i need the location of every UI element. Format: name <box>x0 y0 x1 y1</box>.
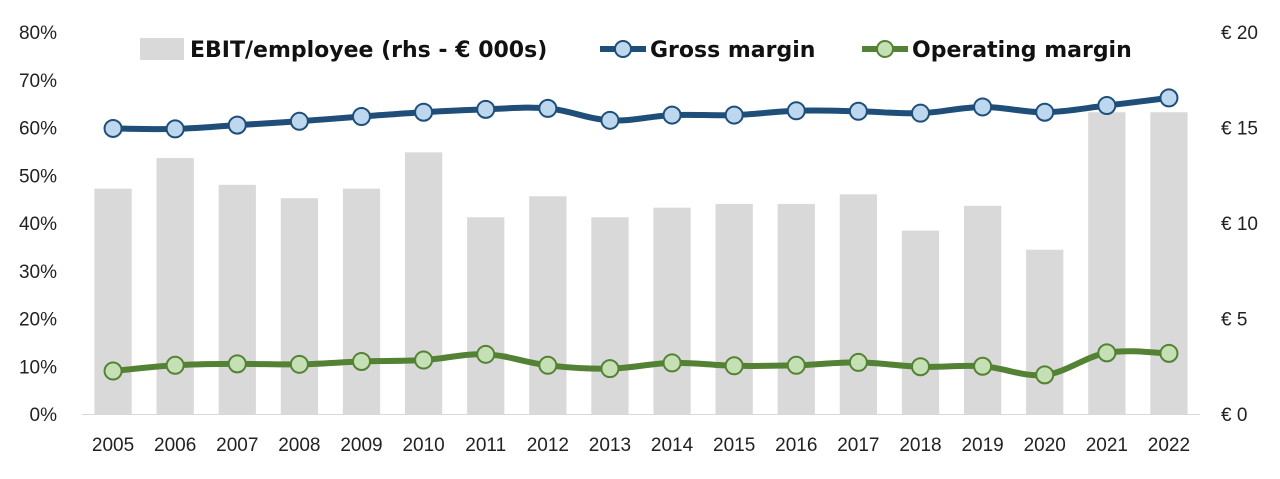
point-operating-margin-2006 <box>165 355 185 375</box>
point-gross-margin-2014 <box>662 105 682 125</box>
x-tick-label: 2011 <box>465 435 506 456</box>
x-tick-label: 2017 <box>837 435 879 456</box>
point-gross-margin-2019 <box>973 97 993 117</box>
point-operating-margin-2017 <box>848 352 868 372</box>
point-gross-margin-2012 <box>538 98 558 118</box>
x-tick-label: 2015 <box>713 435 755 456</box>
x-tick-label: 2014 <box>651 435 694 456</box>
point-gross-margin-2021 <box>1097 96 1117 116</box>
bar-ebit-2015 <box>715 203 753 414</box>
y-left-tick-label: 40% <box>19 214 57 235</box>
point-operating-margin-2016 <box>786 355 806 375</box>
x-tick-label: 2012 <box>527 435 569 456</box>
point-gross-margin-2015 <box>724 105 744 125</box>
bars-layer <box>94 112 1188 414</box>
legend: EBIT/employee (rhs - € 000s) Gross margi… <box>140 38 1132 63</box>
point-gross-margin-2016 <box>786 101 806 121</box>
point-gross-margin-2013 <box>600 110 620 130</box>
x-tick-label: 2008 <box>278 435 320 456</box>
point-operating-margin-2014 <box>662 353 682 373</box>
point-operating-margin-2007 <box>227 354 247 374</box>
y-left-tick-label: 30% <box>19 262 57 283</box>
bar-ebit-2021 <box>1088 112 1126 414</box>
point-operating-margin-2022 <box>1159 343 1179 363</box>
bar-ebit-2009 <box>342 188 381 414</box>
bar-ebit-2016 <box>777 203 815 414</box>
point-gross-margin-2017 <box>848 101 868 121</box>
point-operating-margin-2021 <box>1097 343 1117 363</box>
y-left-tick-label: 70% <box>19 71 57 92</box>
point-operating-margin-2008 <box>289 354 309 374</box>
point-operating-margin-2009 <box>352 351 371 371</box>
legend-label-ebit: EBIT/employee (rhs - € 000s) <box>190 38 547 63</box>
x-tick-label: 2020 <box>1024 435 1066 456</box>
bar-ebit-2013 <box>591 217 629 414</box>
bar-ebit-2014 <box>653 207 691 414</box>
line-operating-margin <box>110 348 1172 379</box>
y-right-tick-label: € 10 <box>1221 214 1258 235</box>
x-tick-label: 2019 <box>961 435 1003 456</box>
point-gross-margin-2005 <box>103 118 123 138</box>
point-operating-margin-2012 <box>538 355 558 375</box>
y-right-tick-label: € 15 <box>1221 119 1258 140</box>
bar-ebit-2007 <box>218 184 256 414</box>
y-left-tick-label: 80% <box>19 23 57 44</box>
x-tick-label: 2007 <box>216 435 258 456</box>
point-gross-margin-2020 <box>1035 102 1055 122</box>
bar-ebit-2006 <box>156 158 194 414</box>
line-gross-margin <box>110 94 1172 133</box>
bar-ebit-2022 <box>1150 112 1188 414</box>
y-left-tick-label: 60% <box>19 119 57 140</box>
y-right-tick-label: € 0 <box>1221 405 1247 426</box>
point-gross-margin-2009 <box>352 107 371 127</box>
x-tick-label: 2022 <box>1148 435 1190 456</box>
point-operating-margin-2019 <box>973 356 993 376</box>
point-gross-margin-2008 <box>289 111 309 131</box>
y-left-tick-label: 10% <box>19 357 57 378</box>
y-right-tick-label: € 20 <box>1221 23 1258 44</box>
point-gross-margin-2006 <box>165 119 185 139</box>
legend-label-operating-margin: Operating margin <box>912 38 1132 63</box>
bar-ebit-2020 <box>1026 249 1064 414</box>
point-operating-margin-2013 <box>600 359 620 379</box>
x-tick-label: 2021 <box>1086 435 1128 456</box>
point-gross-margin-2010 <box>414 102 434 122</box>
legend-marker-operating-margin <box>876 40 894 58</box>
point-operating-margin-2020 <box>1035 365 1055 385</box>
legend-label-gross-margin: Gross margin <box>650 38 815 63</box>
point-operating-margin-2010 <box>414 350 434 370</box>
axis-layer: 0% 10% 20% 30% 40% 50% 60% 70% 80% € 0 € 5 € 10 € 15… <box>19 23 1258 456</box>
bar-ebit-2011 <box>467 217 505 414</box>
bar-ebit-2008 <box>280 198 319 414</box>
y-left-tick-label: 0% <box>30 405 58 426</box>
x-tick-label: 2016 <box>775 435 817 456</box>
point-operating-margin-2005 <box>103 361 123 381</box>
bar-ebit-2010 <box>404 152 443 414</box>
point-operating-margin-2011 <box>476 344 496 364</box>
point-operating-margin-2018 <box>911 357 930 377</box>
point-gross-margin-2011 <box>476 99 496 119</box>
bar-ebit-2018 <box>901 230 940 414</box>
y-left-tick-label: 20% <box>19 310 57 331</box>
y-right-tick-label: € 5 <box>1221 310 1247 331</box>
x-tick-label: 2009 <box>340 435 382 456</box>
bar-ebit-2017 <box>839 194 878 414</box>
legend-marker-gross-margin <box>614 40 632 58</box>
x-tick-label: 2010 <box>402 435 444 456</box>
point-gross-margin-2022 <box>1159 88 1179 108</box>
y-left-tick-label: 50% <box>19 166 57 187</box>
point-gross-margin-2007 <box>227 115 247 135</box>
lines-layer <box>103 88 1179 385</box>
legend-swatch-ebit <box>140 38 184 60</box>
point-gross-margin-2018 <box>911 103 930 123</box>
bar-ebit-2012 <box>529 196 567 414</box>
bar-ebit-2019 <box>963 205 1002 414</box>
x-tick-label: 2013 <box>589 435 631 456</box>
point-operating-margin-2015 <box>724 356 744 376</box>
x-tick-label: 2006 <box>154 435 196 456</box>
x-tick-label: 2018 <box>899 435 941 456</box>
x-tick-label: 2005 <box>92 435 134 456</box>
